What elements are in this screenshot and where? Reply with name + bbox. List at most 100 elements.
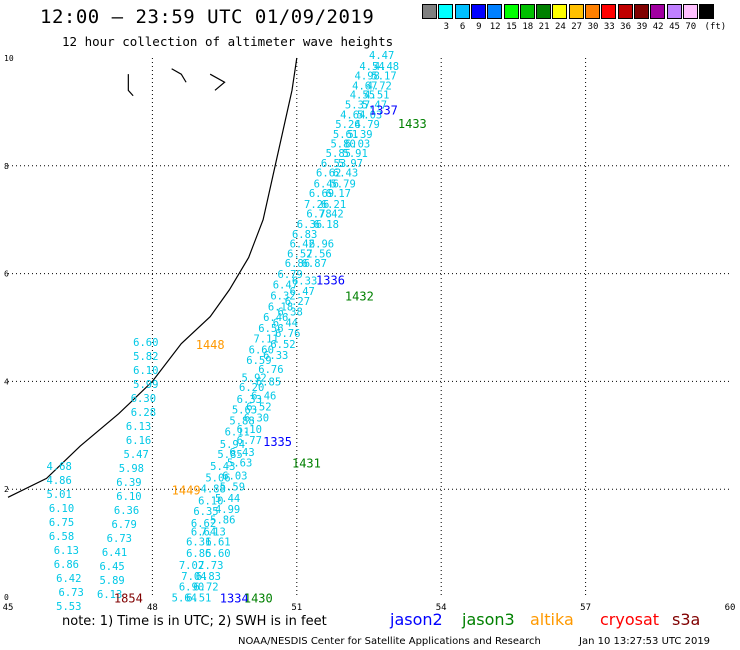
wave-height-label: 6.69 xyxy=(309,188,334,200)
wave-height-label: 6.36 xyxy=(297,219,322,231)
wave-height-label: 6.83 xyxy=(292,229,317,241)
wave-height-label: 7.11 xyxy=(253,334,278,346)
wave-height-label: 6.86 xyxy=(186,548,211,560)
wave-height-label: 4.86 xyxy=(47,475,72,487)
wave-height-label: 5.63 xyxy=(232,405,257,417)
wave-height-label: 6.31 xyxy=(186,536,211,548)
wave-height-label: 6.46 xyxy=(251,391,276,403)
wave-height-label: 5.03 xyxy=(357,109,382,121)
pass-label: 1449 xyxy=(172,484,201,498)
wave-height-label: 6.53 xyxy=(321,158,346,170)
wave-height-label: 6.38 xyxy=(278,307,303,319)
legend-swatch xyxy=(454,4,470,19)
legend-label: 39 xyxy=(636,22,648,32)
legend-label: 27 xyxy=(571,22,583,32)
wave-height-label: 6.52 xyxy=(246,402,271,414)
wave-height-label: 5.98 xyxy=(119,463,144,475)
wave-height-label: 4.99 xyxy=(215,504,240,516)
wave-height-label: 6.72 xyxy=(193,582,218,594)
wave-height-label: 6.46 xyxy=(314,178,339,190)
wave-height-label: 5.82 xyxy=(133,351,158,363)
x-tick-label: 51 xyxy=(291,603,302,613)
x-tick-label: 48 xyxy=(147,603,158,613)
satellite-jason3: jason3 xyxy=(462,610,515,629)
wave-height-label: 5.85 xyxy=(326,148,351,160)
wave-height-label: 6.10 xyxy=(49,503,74,515)
wave-height-label: 4.54 xyxy=(359,61,384,73)
wave-height-label: 4.47 xyxy=(369,50,394,62)
wave-height-label: 6.61 xyxy=(205,536,230,548)
wave-height-label: 5.63 xyxy=(227,458,252,470)
wave-height-label: 6.47 xyxy=(290,286,315,298)
wave-height-label: 4.64 xyxy=(340,109,365,121)
wave-height-label: 6.43 xyxy=(229,447,254,459)
pass-label: 1337 xyxy=(369,104,398,118)
wave-height-label: 7.13 xyxy=(201,527,226,539)
wave-height-label: 5.80 xyxy=(330,138,355,150)
wave-height-label: 6.77 xyxy=(237,435,262,447)
legend-label: 9 xyxy=(476,22,482,32)
wave-height-label: 6.86 xyxy=(54,559,79,571)
wave-height-label: 5.39 xyxy=(347,129,372,141)
coastline-island xyxy=(171,68,187,83)
wave-height-label: 6.85 xyxy=(256,377,281,389)
wave-height-label: 5.59 xyxy=(220,481,245,493)
wave-height-label: 6.30 xyxy=(244,412,269,424)
legend-label: 18 xyxy=(522,22,534,32)
wave-height-label: 4.72 xyxy=(367,80,392,92)
wave-height-label: 6.96 xyxy=(309,239,334,251)
wave-height-label: 4.88 xyxy=(201,483,226,495)
wave-height-label: 6.62 xyxy=(316,168,341,180)
wave-height-label: 4.68 xyxy=(47,461,72,473)
pass-label: 1432 xyxy=(345,290,374,304)
wave-height-label: 6.79 xyxy=(111,519,136,531)
wave-height-label: 6.83 xyxy=(196,571,221,583)
wave-height-label: 5.06 xyxy=(205,473,230,485)
wave-height-label: 7.02 xyxy=(179,560,204,572)
legend-label: 30 xyxy=(587,22,599,32)
wave-height-label: 6.59 xyxy=(246,355,271,367)
x-tick-label: 45 xyxy=(3,603,14,613)
wave-height-label: 6.35 xyxy=(193,506,218,518)
pass-label: 1334 xyxy=(220,591,249,605)
wave-height-label: 6.13 xyxy=(97,589,122,601)
legend-swatch xyxy=(536,4,552,19)
legend-label: 33 xyxy=(603,22,615,32)
wave-height-label: 5.01 xyxy=(47,489,72,501)
wave-height-label: 5.26 xyxy=(335,119,360,131)
wave-height-label: 5.47 xyxy=(362,100,387,112)
wave-height-label: 6.18 xyxy=(314,219,339,231)
wave-height-label: 5.88 xyxy=(229,416,254,428)
wave-height-label: 6.44 xyxy=(273,317,298,329)
y-tick-label: 2 xyxy=(4,485,9,494)
wave-height-label: 5.79 xyxy=(330,178,355,190)
wave-height-label: 4.79 xyxy=(355,119,380,131)
wave-height-label: 5.85 xyxy=(217,449,242,461)
wave-height-label: 6.13 xyxy=(54,545,79,557)
wave-height-label: 6.87 xyxy=(302,258,327,270)
wave-height-label: 6.73 xyxy=(59,587,84,599)
page-subtitle: 12 hour collection of altimeter wave hei… xyxy=(62,34,394,49)
wave-height-label: 6.10 xyxy=(133,365,158,377)
legend-swatch xyxy=(422,4,437,19)
wave-height-label: 4.67 xyxy=(352,80,377,92)
legend-label: 12 xyxy=(489,22,501,32)
y-tick-label: 8 xyxy=(4,162,9,171)
wave-height-label: 6.16 xyxy=(126,435,151,447)
legend-swatch xyxy=(585,4,600,19)
wave-height-label: 6.03 xyxy=(222,470,247,482)
legend-swatch xyxy=(470,4,486,19)
y-tick-label: 4 xyxy=(4,377,9,386)
wave-height-label: 6.39 xyxy=(116,477,141,489)
legend-label: 36 xyxy=(620,22,632,32)
wave-height-label: 5.47 xyxy=(124,449,149,461)
y-tick-label: 10 xyxy=(4,54,14,63)
generated-time: Jan 10 13:27:53 UTC 2019 xyxy=(579,636,711,647)
wave-height-label: 6.33 xyxy=(292,275,317,287)
wave-height-label: 6.86 xyxy=(285,258,310,270)
wave-height-label: 5.94 xyxy=(220,439,245,451)
legend-swatch xyxy=(666,4,682,19)
wave-height-label: 6.90 xyxy=(179,582,204,594)
legend-label: 70 xyxy=(685,22,697,32)
